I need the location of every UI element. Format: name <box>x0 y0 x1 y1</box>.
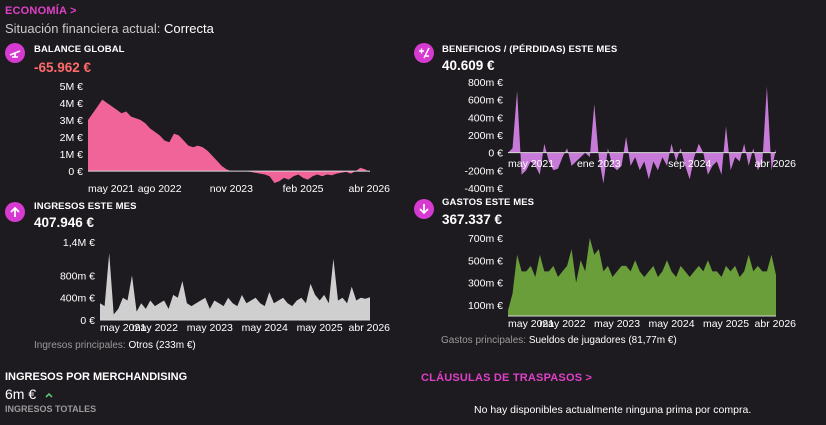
balance-title: BALANCE GLOBAL <box>34 44 125 55</box>
income-value: 407.946 € <box>34 215 95 230</box>
balance-ytick-label: 0 € <box>68 166 83 178</box>
income-xtick-label: may 2023 <box>187 322 233 334</box>
arrow-down-icon <box>414 199 434 219</box>
income-xtick-label: may 2024 <box>242 322 288 334</box>
income-ytick-label: 800m € <box>60 270 95 282</box>
balance-xtick-label: ago 2022 <box>138 183 182 195</box>
balance-xtick-label: abr 2026 <box>349 183 391 195</box>
profit-value: 40.609 € <box>442 58 495 73</box>
income-main-source-value: Otros (233m €) <box>128 340 196 351</box>
profit-ytick-label: -200m € <box>464 165 503 177</box>
balance-xtick-label: nov 2023 <box>210 183 253 195</box>
balance-value: -65.962 € <box>34 60 92 75</box>
income-main-source-label: Ingresos principales: <box>34 340 126 351</box>
income-ytick-label: 400m € <box>60 293 95 305</box>
profit-ytick-label: 800m € <box>468 77 503 89</box>
economy-section-link[interactable]: ECONOMÍA > <box>5 5 77 17</box>
expenses-xtick-label: may 2022 <box>539 318 585 330</box>
financial-status: Situación financiera actual: Correcta <box>5 21 214 36</box>
balance-xtick-label: feb 2025 <box>283 183 324 195</box>
profit-xtick-label: may 2021 <box>508 158 554 170</box>
balance-xtick-label: may 2021 <box>88 183 134 195</box>
expenses-ytick-label: 300m € <box>468 278 503 290</box>
transfer-clauses-link[interactable]: CLÁUSULAS DE TRASPASOS > <box>421 372 593 384</box>
chevron-up-icon <box>45 392 53 398</box>
profit-ytick-label: 200m € <box>468 130 503 142</box>
income-area <box>100 253 370 320</box>
income-xtick-label: may 2021 <box>100 322 146 334</box>
plus-minus-icon <box>414 43 434 63</box>
merchandising-title: INGRESOS POR MERCHANDISING <box>5 371 188 383</box>
profit-xtick-label: abr 2026 <box>755 158 797 170</box>
balance-ytick-label: 1M € <box>60 149 84 161</box>
expenses-main-source-value: Sueldos de jugadores (81,77m €) <box>528 335 677 346</box>
expenses-xtick-label: may 2025 <box>703 318 749 330</box>
balance-scale-icon <box>5 43 25 63</box>
profit-ytick-label: -400m € <box>464 183 503 195</box>
income-xtick-label: may 2022 <box>132 322 178 334</box>
profit-area <box>508 86 776 184</box>
expenses-xtick-label: may 2021 <box>508 318 554 330</box>
income-ytick-label: 1,4M € <box>63 237 95 249</box>
expenses-ytick-label: 100m € <box>468 300 503 312</box>
income-title: INGRESOS ESTE MES <box>34 201 137 212</box>
expenses-xtick-label: may 2023 <box>594 318 640 330</box>
profit-xtick-label: ene 2023 <box>577 158 621 170</box>
expenses-xtick-label: may 2024 <box>648 318 694 330</box>
arrow-up-icon <box>5 202 25 222</box>
expenses-ytick-label: 700m € <box>468 233 503 245</box>
profit-ytick-label: 600m € <box>468 95 503 107</box>
expenses-title: GASTOS ESTE MES <box>442 197 535 208</box>
balance-ytick-label: 5M € <box>60 81 84 93</box>
expenses-xtick-label: abr 2026 <box>755 318 797 330</box>
income-ytick-label: 0 € <box>80 315 95 327</box>
merchandising-value-row: 6m € <box>5 386 54 402</box>
income-main-source: Ingresos principales: Otros (233m €) <box>34 340 196 351</box>
expenses-value: 367.337 € <box>442 212 503 227</box>
balance-ytick-label: 3M € <box>60 115 84 127</box>
profit-chart: -400m € -200m € 0 € 200m € 400m € 600m € 800m … <box>464 77 796 195</box>
expenses-main-source-label: Gastos principales: <box>441 335 527 346</box>
expenses-ytick-label: 500m € <box>468 255 503 267</box>
income-xtick-label: may 2025 <box>297 322 343 334</box>
merchandising-subtitle: INGRESOS TOTALES <box>5 404 97 414</box>
expenses-area <box>508 238 776 316</box>
financial-status-label: Situación financiera actual: <box>5 21 161 36</box>
merchandising-value: 6m € <box>5 386 37 402</box>
profit-xtick-label: sep 2024 <box>668 158 711 170</box>
profit-ytick-label: 400m € <box>468 112 503 124</box>
balance-ytick-label: 2M € <box>60 132 84 144</box>
income-xtick-label: abr 2026 <box>349 322 391 334</box>
transfer-clauses-empty: No hay disponibles actualmente ninguna p… <box>474 404 752 416</box>
profit-title: BENEFICIOS / (PÉRDIDAS) ESTE MES <box>442 44 618 55</box>
financial-status-value: Correcta <box>164 21 214 36</box>
balance-chart: 0 € 1M € 2M € 3M € 4M € 5M € may 2021 ago 2022 n… <box>60 81 391 195</box>
profit-ytick-label: 0 € <box>488 148 503 160</box>
balance-ytick-label: 4M € <box>60 98 84 110</box>
expenses-main-source: Gastos principales: Sueldos de jugadores… <box>441 335 677 346</box>
balance-area <box>88 99 370 183</box>
